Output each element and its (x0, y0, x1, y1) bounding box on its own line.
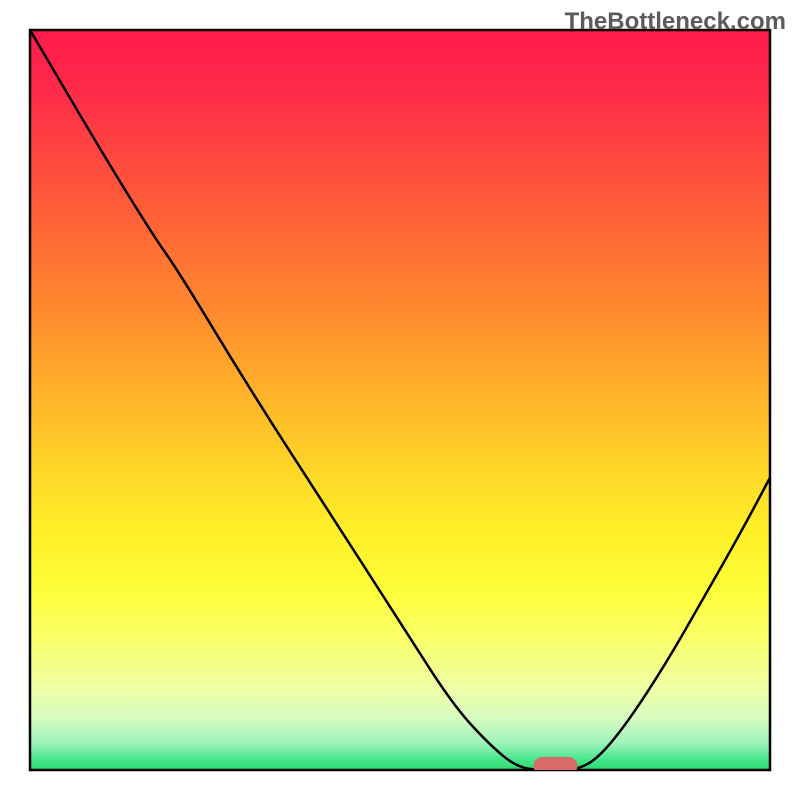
plot-background (30, 30, 770, 770)
optimal-marker (533, 757, 577, 775)
watermark-text: TheBottleneck.com (565, 8, 786, 36)
gradient-chart (0, 0, 800, 800)
chart-container: TheBottleneck.com (0, 0, 800, 800)
